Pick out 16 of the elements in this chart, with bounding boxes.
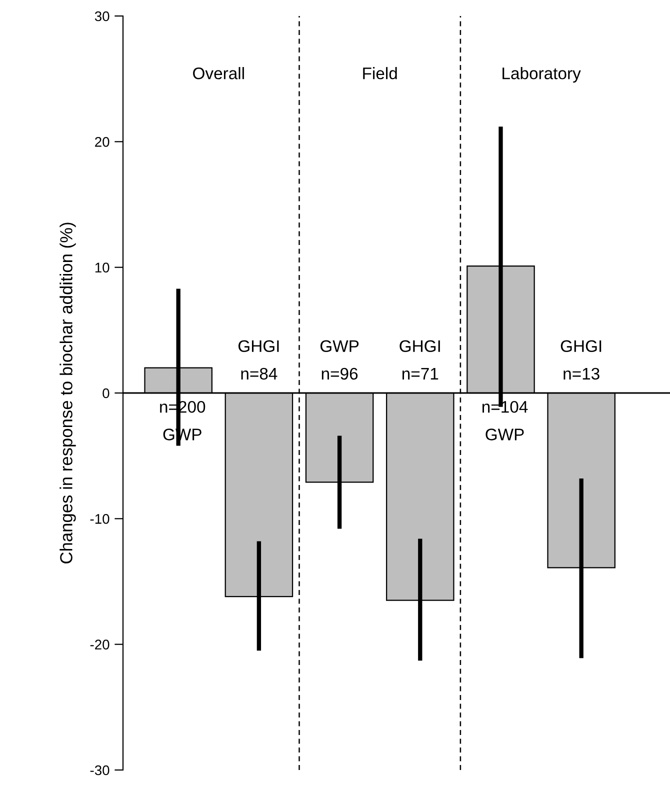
annotation: Overall (193, 67, 244, 80)
x-tick-label: GHGI n=13 (560, 340, 602, 380)
y-tick-label: -20 (90, 640, 110, 650)
y-tick-label: -10 (90, 514, 110, 524)
y-tick-label: 20 (95, 137, 110, 147)
x-tick-label: GHGI n=71 (400, 340, 440, 380)
x-tick-label: n=104 GWP (482, 400, 528, 440)
y-tick-label: 30 (94, 11, 110, 22)
y-tick-label: -30 (90, 765, 110, 776)
x-tick-label: GHGI n=84 (238, 340, 279, 380)
annotation: Laboratory (502, 67, 581, 83)
y-tick-label: 10 (95, 262, 110, 273)
y-axis-title: Changes in response to biochar addition (%) (60, 222, 76, 564)
y-tick-label: 0 (102, 388, 110, 398)
x-tick-label: GWP n=96 (320, 340, 359, 380)
annotation: Field (363, 67, 397, 80)
